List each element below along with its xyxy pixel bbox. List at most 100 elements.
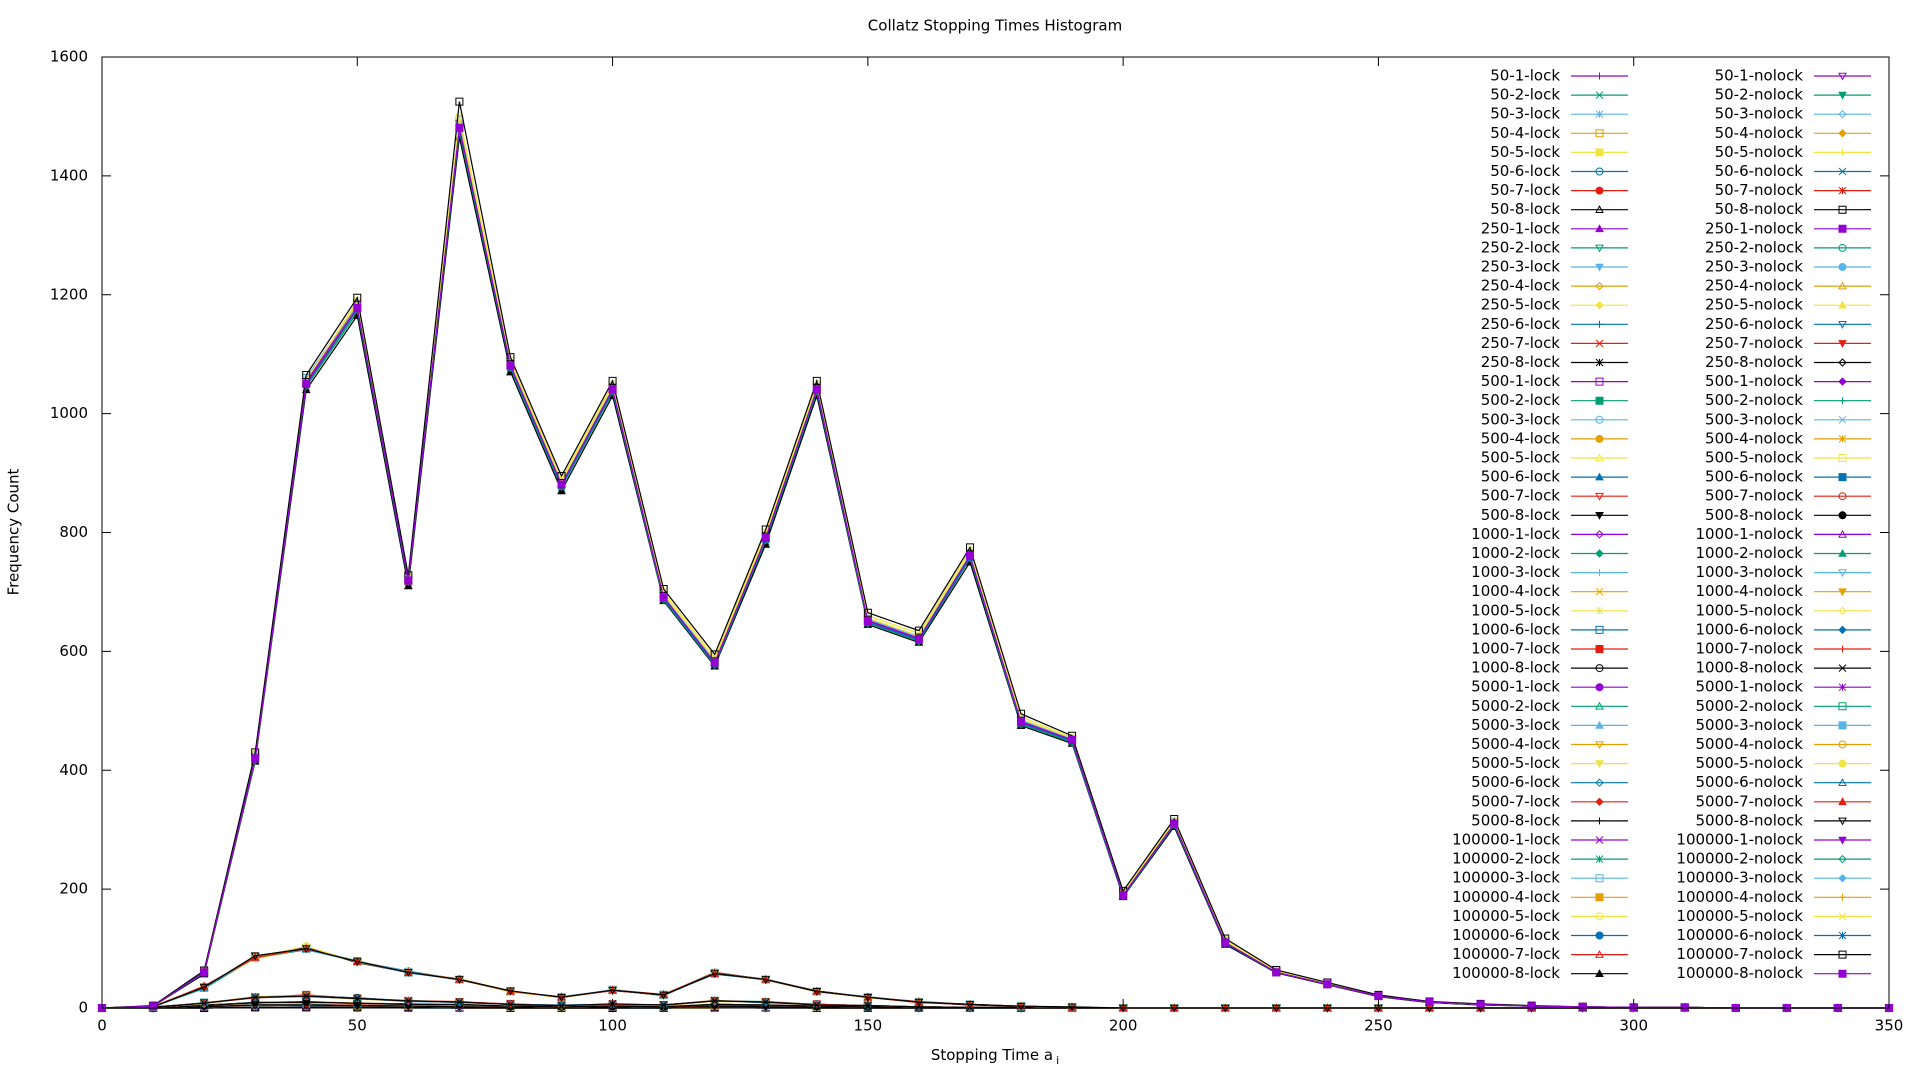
legend-label: 50-2-lock <box>1490 86 1560 104</box>
legend-marker <box>1595 300 1604 310</box>
data-point <box>200 999 208 1008</box>
legend-label: 500-5-nolock <box>1705 449 1803 467</box>
data-point <box>1374 992 1383 1001</box>
legend-marker <box>1595 760 1604 769</box>
legend-marker <box>1595 281 1604 291</box>
legend-marker <box>1595 836 1604 844</box>
legend-marker <box>1595 244 1604 253</box>
legend-marker <box>1595 797 1604 807</box>
legend-marker <box>1595 205 1604 213</box>
legend-marker <box>1595 664 1604 673</box>
legend-label: 500-6-lock <box>1481 468 1561 486</box>
legend-marker <box>1838 492 1847 501</box>
legend-label: 50-8-nolock <box>1715 200 1804 218</box>
legend-marker <box>1838 529 1847 538</box>
legend-label: 100000-7-lock <box>1452 945 1560 963</box>
legend-marker <box>1595 893 1604 902</box>
legend-marker <box>1838 702 1847 711</box>
legend-marker <box>1595 912 1604 921</box>
legend-marker <box>1839 148 1846 156</box>
data-point <box>1067 1003 1077 1012</box>
data-point <box>863 608 872 617</box>
legend-marker <box>1838 759 1847 768</box>
legend-marker <box>1838 109 1847 119</box>
legend-label: 250-8-nolock <box>1705 353 1803 371</box>
legend-label: 50-2-nolock <box>1715 86 1804 104</box>
legend-marker <box>1838 300 1847 309</box>
legend-marker <box>1838 664 1847 672</box>
data-point <box>761 525 770 534</box>
legend-label: 50-7-nolock <box>1715 181 1804 199</box>
legend-marker <box>1595 224 1604 233</box>
legend-marker <box>1838 569 1847 578</box>
legend-marker <box>1838 721 1847 730</box>
legend-label: 250-7-nolock <box>1705 334 1803 352</box>
legend-label: 100000-3-lock <box>1452 869 1560 887</box>
legend-label: 500-4-lock <box>1481 429 1561 447</box>
data-point <box>506 353 515 362</box>
legend-marker <box>1838 321 1847 329</box>
legend-label: 100000-6-nolock <box>1676 926 1803 944</box>
legend-marker <box>1595 874 1604 883</box>
legend-marker <box>1595 606 1604 615</box>
legend-marker <box>1838 473 1847 482</box>
legend-label: 1000-2-nolock <box>1695 544 1803 562</box>
data-point <box>812 988 822 996</box>
legend-label: 100000-8-lock <box>1452 964 1560 982</box>
x-tick-label: 100 <box>598 1017 627 1035</box>
y-tick-label: 800 <box>59 523 88 541</box>
legend-label: 1000-1-nolock <box>1695 525 1803 543</box>
data-point <box>455 97 464 106</box>
legend-marker <box>1595 396 1604 405</box>
legend-label: 1000-5-lock <box>1471 601 1560 619</box>
legend-marker <box>1595 741 1604 750</box>
legend-marker <box>1595 434 1604 443</box>
legend-marker <box>1596 320 1603 328</box>
legend-label: 100000-1-lock <box>1452 831 1560 849</box>
legend-marker <box>1595 950 1604 958</box>
data-point <box>352 958 362 967</box>
legend-marker <box>1595 549 1604 558</box>
legend-marker <box>1838 72 1847 81</box>
data-point <box>659 593 668 602</box>
y-tick-label: 600 <box>59 642 88 660</box>
legend-marker <box>1838 969 1847 978</box>
legend-label: 5000-4-lock <box>1471 735 1560 753</box>
legend-label: 50-5-lock <box>1490 143 1560 161</box>
data-point <box>1068 735 1077 744</box>
legend-label: 1000-8-nolock <box>1695 659 1803 677</box>
legend-label: 5000-2-lock <box>1471 697 1560 715</box>
legend-label: 100000-7-nolock <box>1676 945 1803 963</box>
legend-marker <box>1838 454 1847 462</box>
y-tick-label: 200 <box>59 880 88 898</box>
legend-label: 500-8-nolock <box>1705 506 1803 524</box>
legend-marker <box>1595 148 1604 157</box>
data-point <box>914 998 924 1007</box>
legend-marker <box>1595 110 1604 119</box>
legend-marker <box>1595 512 1604 520</box>
y-tick-label: 400 <box>59 761 88 779</box>
legend-label: 5000-7-nolock <box>1695 792 1803 810</box>
legend-label: 5000-6-lock <box>1471 773 1560 791</box>
data-point <box>301 945 311 954</box>
legend-label: 1000-3-lock <box>1471 563 1560 581</box>
y-tick-label: 0 <box>78 999 88 1017</box>
data-point <box>1476 1000 1485 1009</box>
legend-label: 5000-3-lock <box>1471 716 1560 734</box>
legend-label: 1000-2-lock <box>1471 544 1560 562</box>
data-point <box>1425 998 1434 1007</box>
legend-marker <box>1839 645 1846 653</box>
data-point <box>353 994 362 1003</box>
data-point <box>353 293 362 302</box>
legend-label: 100000-4-nolock <box>1676 888 1803 906</box>
legend-marker <box>1596 569 1603 577</box>
legend-label: 500-4-nolock <box>1705 429 1803 447</box>
legend-label: 100000-1-nolock <box>1676 831 1803 849</box>
data-point <box>557 480 566 489</box>
legend-label: 100000-2-lock <box>1452 850 1560 868</box>
legend-label: 1000-4-nolock <box>1695 582 1803 600</box>
y-tick-label: 1000 <box>50 404 88 422</box>
data-point <box>506 361 515 370</box>
legend-label: 5000-8-nolock <box>1695 811 1803 829</box>
